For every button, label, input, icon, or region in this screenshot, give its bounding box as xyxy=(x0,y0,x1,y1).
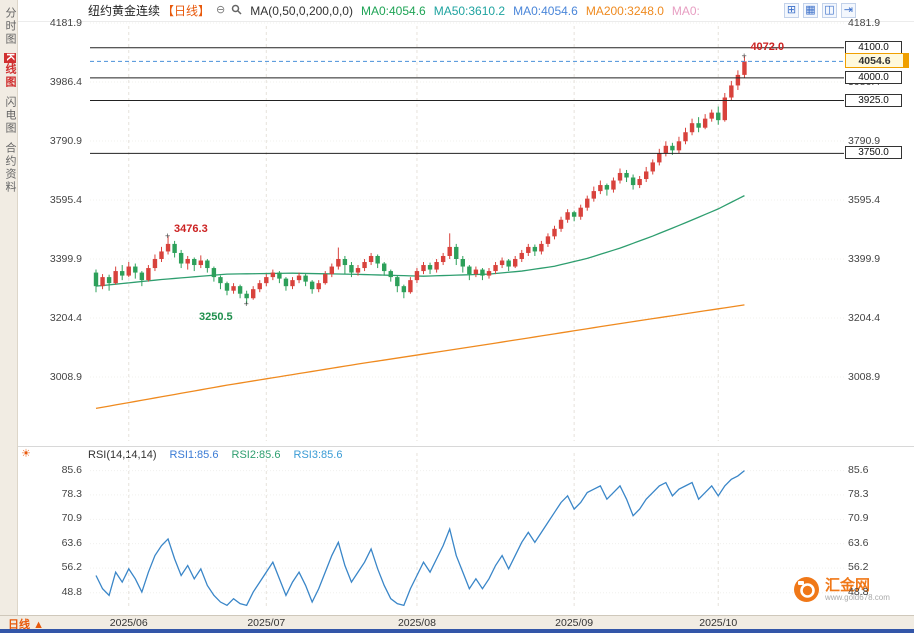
svg-text:+: + xyxy=(165,231,170,241)
svg-text:3250.5: 3250.5 xyxy=(199,311,233,323)
ma-line xyxy=(95,304,745,410)
bottom-edge-strip xyxy=(0,629,914,633)
ma-value-3: MA200:3248.0 xyxy=(585,3,664,18)
ma-value-1: MA50:3610.2 xyxy=(433,3,506,18)
sidebar-tab-3[interactable]: 合约资料 xyxy=(4,141,16,194)
chart-header: 纽约黄金连续 【日线】 ⊖ MA(0,50,0,200,0,0) MA0:405… xyxy=(18,0,914,22)
indicator-settings-icon[interactable]: ☀ xyxy=(21,448,31,460)
sidebar-tab-1[interactable]: K线图 xyxy=(4,53,16,89)
ma-value-0: MA0:4054.6 xyxy=(360,3,426,18)
sidebar: 分时图 K线图闪电图合约资料 xyxy=(0,0,18,615)
brand-name: 汇金网 xyxy=(825,576,871,594)
rsi-legend: RSI(14,14,14) RSI1:85.6 RSI2:85.6 RSI3:8… xyxy=(88,449,352,461)
next-view-icon[interactable]: ⇥ xyxy=(841,3,856,18)
sidebar-tab-2[interactable]: 闪电图 xyxy=(4,95,16,135)
bottom-toolbar xyxy=(0,615,914,629)
period-tag: 【日线】 xyxy=(162,4,211,18)
ma-value-4: MA0: xyxy=(671,3,700,18)
svg-text:+: + xyxy=(244,299,249,309)
rsi3-value: RSI3:85.6 xyxy=(293,449,343,461)
svg-text:3476.3: 3476.3 xyxy=(174,223,208,235)
brand-logo-icon xyxy=(794,577,819,602)
candlestick-chart[interactable]: +4072.0 +3476.3 +3250.5 xyxy=(18,22,914,446)
sidebar-tab-0[interactable]: 分时图 xyxy=(4,7,16,46)
period-selector[interactable]: 日线 ▲ xyxy=(8,616,44,632)
symbol-name: 纽约黄金连续 xyxy=(88,4,161,18)
zoom-out-icon[interactable]: ⊖ xyxy=(216,4,226,16)
layout-icons-group: ⊞ ▦ ◫ ⇥ xyxy=(784,3,856,18)
rsi-chart[interactable] xyxy=(18,446,914,615)
brand-url: www.gold678.com xyxy=(825,592,890,602)
ma-value-2: MA0:4054.6 xyxy=(513,3,578,18)
chevron-up-icon: ▲ xyxy=(33,619,44,631)
rsi1-value: RSI1:85.6 xyxy=(169,449,219,461)
svg-text:4072.0: 4072.0 xyxy=(750,41,784,53)
period-selector-label: 日线 xyxy=(8,619,30,631)
ma-formula: MA(0,50,0,200,0,0) xyxy=(250,3,353,18)
rsi2-value: RSI2:85.6 xyxy=(231,449,281,461)
ma-line xyxy=(95,195,745,287)
brand-watermark: 汇金网 www.gold678.com xyxy=(793,576,890,603)
rsi-formula: RSI(14,14,14) xyxy=(88,449,157,461)
magnifier-icon[interactable] xyxy=(231,4,242,18)
multi-pane-icon[interactable]: ▦ xyxy=(803,3,818,18)
grid-layout-icon[interactable]: ⊞ xyxy=(784,3,799,18)
svg-text:+: + xyxy=(741,51,746,61)
split-view-icon[interactable]: ◫ xyxy=(822,3,837,18)
